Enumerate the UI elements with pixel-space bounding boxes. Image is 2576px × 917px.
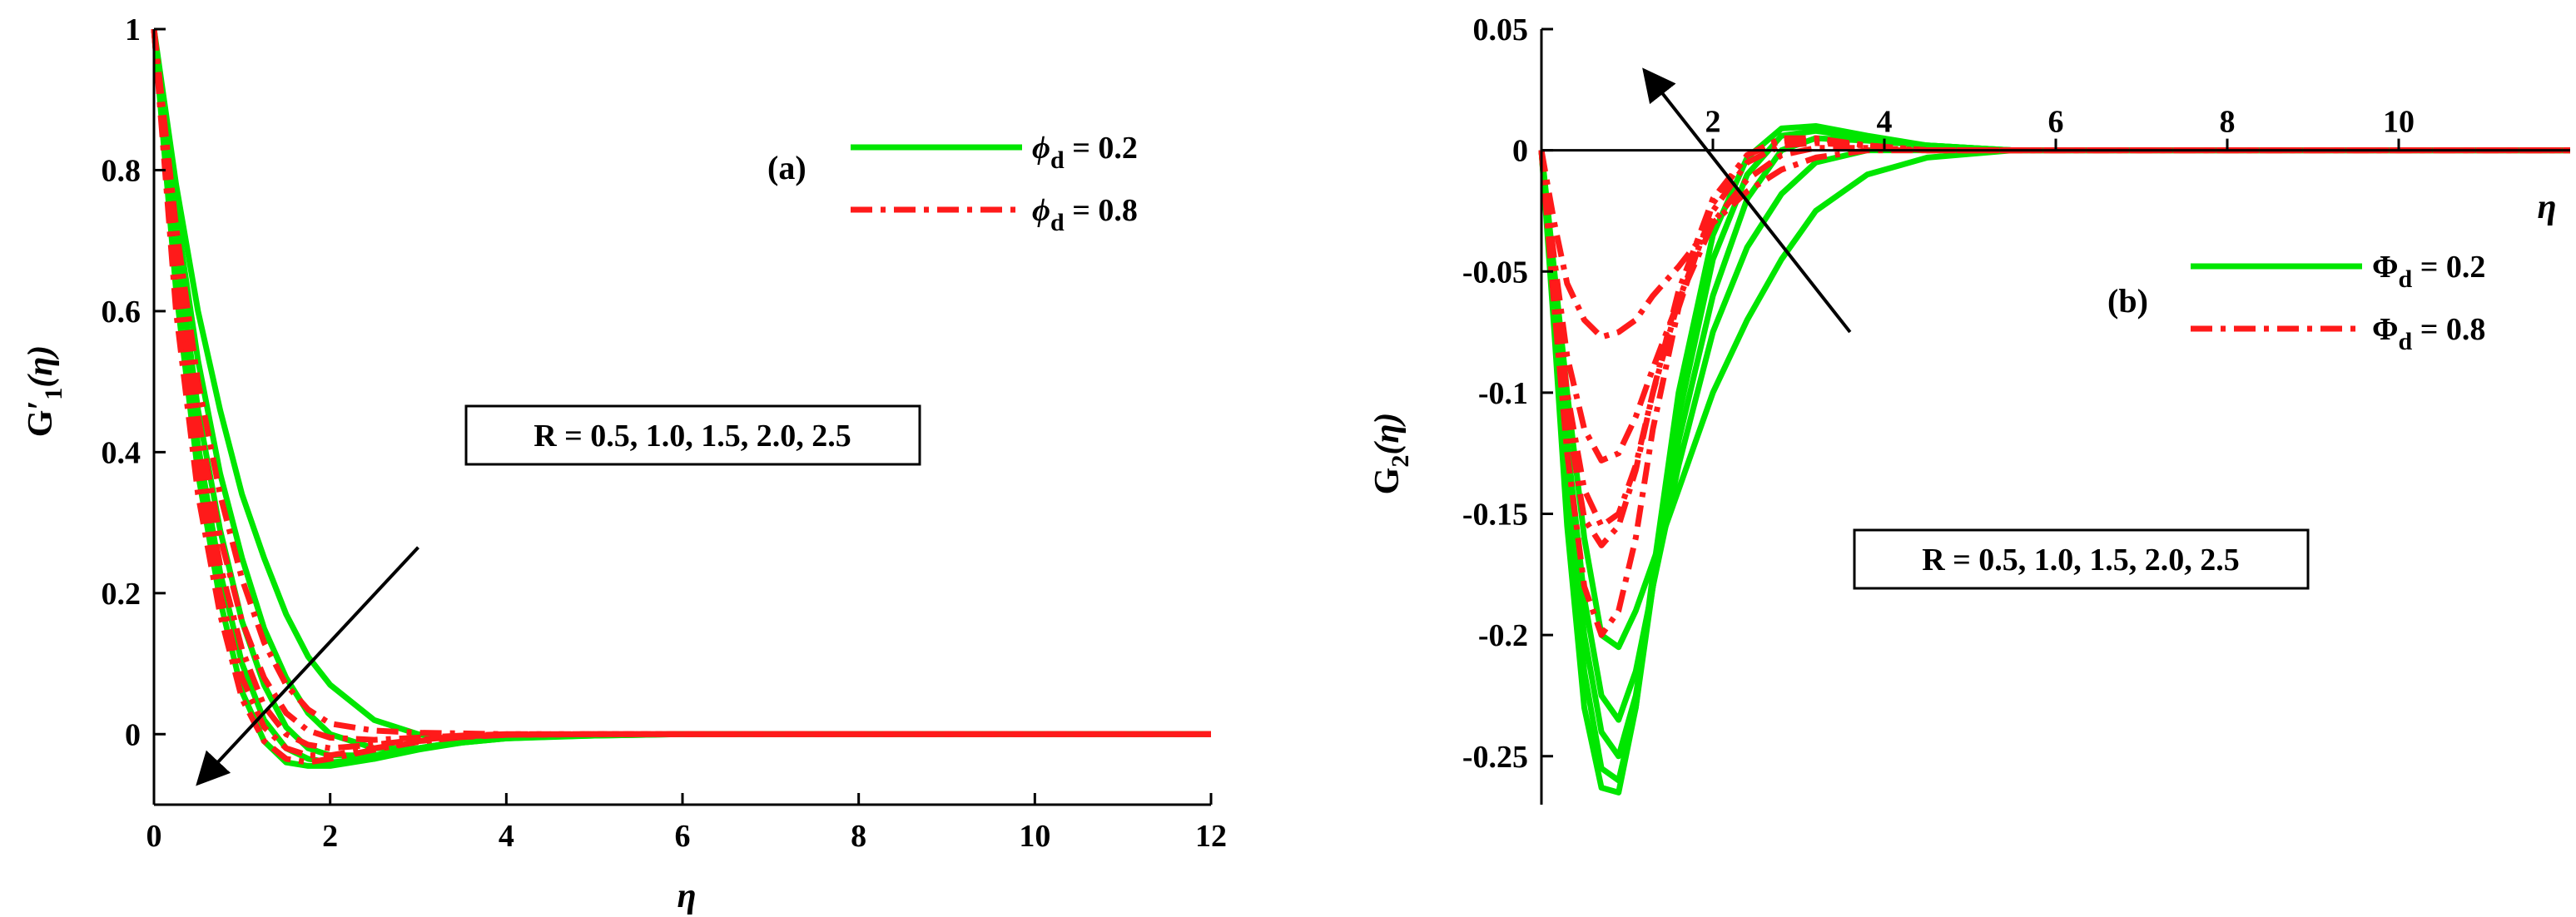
panel-a-y-tick-label: 0 (125, 717, 141, 752)
panel-b-x-tick-label: 8 (2220, 105, 2236, 140)
panel-a-y-label-arg: (η) (22, 345, 60, 388)
panel-b-legend-symbol-1: Φ (2372, 250, 2399, 285)
panel-a-series-layer (151, 28, 1211, 769)
panel-a-x-tick-label: 0 (146, 819, 162, 854)
panel-a-legend-entry-1: ϕd = 0.2 (851, 131, 1138, 174)
panel-a-series-line-6 (151, 28, 1211, 737)
panel-a-series-line-9 (151, 28, 1211, 759)
panel-a-legend-sub-1: d (1050, 146, 1065, 174)
panel-b-x-tick-label: 4 (1877, 105, 1893, 140)
panel-b-series-line-4 (1538, 127, 2570, 784)
panel-b-y-label-main: G (1368, 468, 1407, 495)
panel-a-y-tick-label: 1 (125, 12, 141, 47)
panel-b-legend-entry-1: Φd = 0.2 (2191, 250, 2485, 293)
panel-a-series-line-4 (151, 28, 1211, 766)
svg-text:G′1(η): G′1(η) (22, 345, 67, 438)
panel-a-legend-symbol-2: ϕ (1032, 193, 1050, 228)
panel-a-x-tick-label: 6 (675, 819, 691, 854)
panel-a-x-tick-label: 8 (851, 819, 866, 854)
panel-b-y-tick-label: -0.15 (1462, 498, 1528, 533)
panel-a-y-tick-label: 0.8 (102, 153, 141, 188)
panel-b-y-tick-label: 0.05 (1473, 12, 1529, 47)
panel-a-x-tick-label: 12 (1195, 819, 1227, 854)
panel-a-y-tick-label: 0.6 (102, 295, 141, 330)
panel-b-legend-entry-2: Φd = 0.8 (2191, 312, 2485, 355)
panel-a-legend-symbol-1: ϕ (1032, 131, 1050, 166)
panel-b-y-tick-label: 0 (1512, 134, 1528, 169)
panel-a-y-tick-label: 0.2 (102, 577, 141, 612)
panel-b-y-tick-label: -0.1 (1478, 376, 1528, 411)
panel-a-series-line-7 (151, 28, 1211, 743)
panel-b-legend: Φd = 0.2 Φd = 0.8 (2191, 250, 2485, 355)
panel-a-legend-entry-2: ϕd = 0.8 (851, 193, 1138, 236)
panel-a-series-line-8 (151, 28, 1211, 751)
svg-text:Φd = 0.2: Φd = 0.2 (2372, 250, 2485, 293)
panel-b-ticks: 2 4 6 8 10 -0.25 -0.2 -0.15 -0.1 -0.05 0 0.05 (1462, 12, 2415, 775)
panel-b-x-tick-label: 6 (2048, 105, 2064, 140)
panel-b-y-tick-label: -0.05 (1462, 255, 1528, 290)
panel-a-x-tick-label: 4 (499, 819, 514, 854)
panel-a-y-axis-label: G′1(η) (22, 345, 67, 438)
panel-a-x-tick-label: 10 (1019, 819, 1050, 854)
panel-a-annotation-box: R = 0.5, 1.0, 1.5, 2.0, 2.5 (464, 404, 921, 466)
panel-b-y-label-arg: (η) (1368, 413, 1407, 455)
svg-text:ϕd = 0.2: ϕd = 0.2 (1032, 131, 1138, 174)
panel-a-x-tick-label: 2 (322, 819, 338, 854)
panel-a-legend: ϕd = 0.2 ϕd = 0.8 (851, 131, 1138, 236)
panel-a-tag: (a) (767, 149, 807, 186)
panel-a-series-line-10 (151, 28, 1211, 766)
panel-b-legend-rest-1: = 0.2 (2412, 250, 2485, 285)
panel-a-annotation-text: R = 0.5, 1.0, 1.5, 2.0, 2.5 (534, 419, 851, 454)
panel-a-y-tick-label: 0.4 (102, 435, 141, 470)
panel-b-y-axis-label: G2(η) (1368, 413, 1414, 495)
panel-b-legend-sub-1: d (2399, 265, 2413, 293)
panel-a-series-line-2 (151, 28, 1211, 751)
panel-b-x-axis-label: η (2537, 188, 2556, 226)
panel-a-series-line-3 (151, 28, 1211, 759)
panel-a-legend-rest-2: = 0.8 (1065, 193, 1138, 228)
panel-b-tag: (b) (2107, 282, 2148, 320)
panel-b-y-label-sub: 2 (1387, 455, 1414, 468)
panel-a-legend-sub-2: d (1050, 209, 1065, 236)
panel-a-series-line-5 (151, 28, 1211, 769)
panel-b-x-tick-label: 2 (1705, 105, 1721, 140)
panel-b-legend-symbol-2: Φ (2372, 312, 2399, 347)
panel-a-legend-rest-1: = 0.2 (1065, 131, 1138, 166)
panel-b-legend-rest-2: = 0.8 (2412, 312, 2485, 347)
svg-text:ϕd = 0.8: ϕd = 0.8 (1032, 193, 1138, 236)
panel-a-series-line-1 (151, 28, 1211, 745)
panel-a-trend-arrow (196, 546, 419, 786)
panel-a-ticks: 0 2 4 6 8 10 12 0 0.2 0.4 0.6 0.8 1 (102, 12, 1228, 854)
panel-b-legend-sub-2: d (2399, 328, 2413, 355)
panel-b-series-line-5 (1538, 123, 2570, 796)
svg-text:G2(η): G2(η) (1368, 413, 1414, 495)
panel-b-y-tick-label: -0.25 (1462, 740, 1528, 775)
panel-a-y-label-sub: 1 (40, 388, 67, 400)
panel-b-y-tick-label: -0.2 (1478, 618, 1528, 653)
panel-b-trend-arrow (1642, 67, 1852, 334)
panel-a-y-label-prime: ′ (22, 400, 60, 410)
panel-b-series-layer (1538, 123, 2570, 796)
panel-a-x-axis-label: η (677, 877, 696, 915)
panel-b-annotation-text: R = 0.5, 1.0, 1.5, 2.0, 2.5 (1922, 543, 2240, 577)
panel-a-y-label-main: G (22, 410, 60, 438)
panel-b-series-line-6 (1538, 147, 2570, 340)
panel-b-x-tick-label: 10 (2383, 105, 2415, 140)
panel-b-series-line-10 (1538, 135, 2570, 638)
svg-text:Φd = 0.8: Φd = 0.8 (2372, 312, 2485, 355)
panel-b-annotation-box: R = 0.5, 1.0, 1.5, 2.0, 2.5 (1853, 528, 2310, 590)
